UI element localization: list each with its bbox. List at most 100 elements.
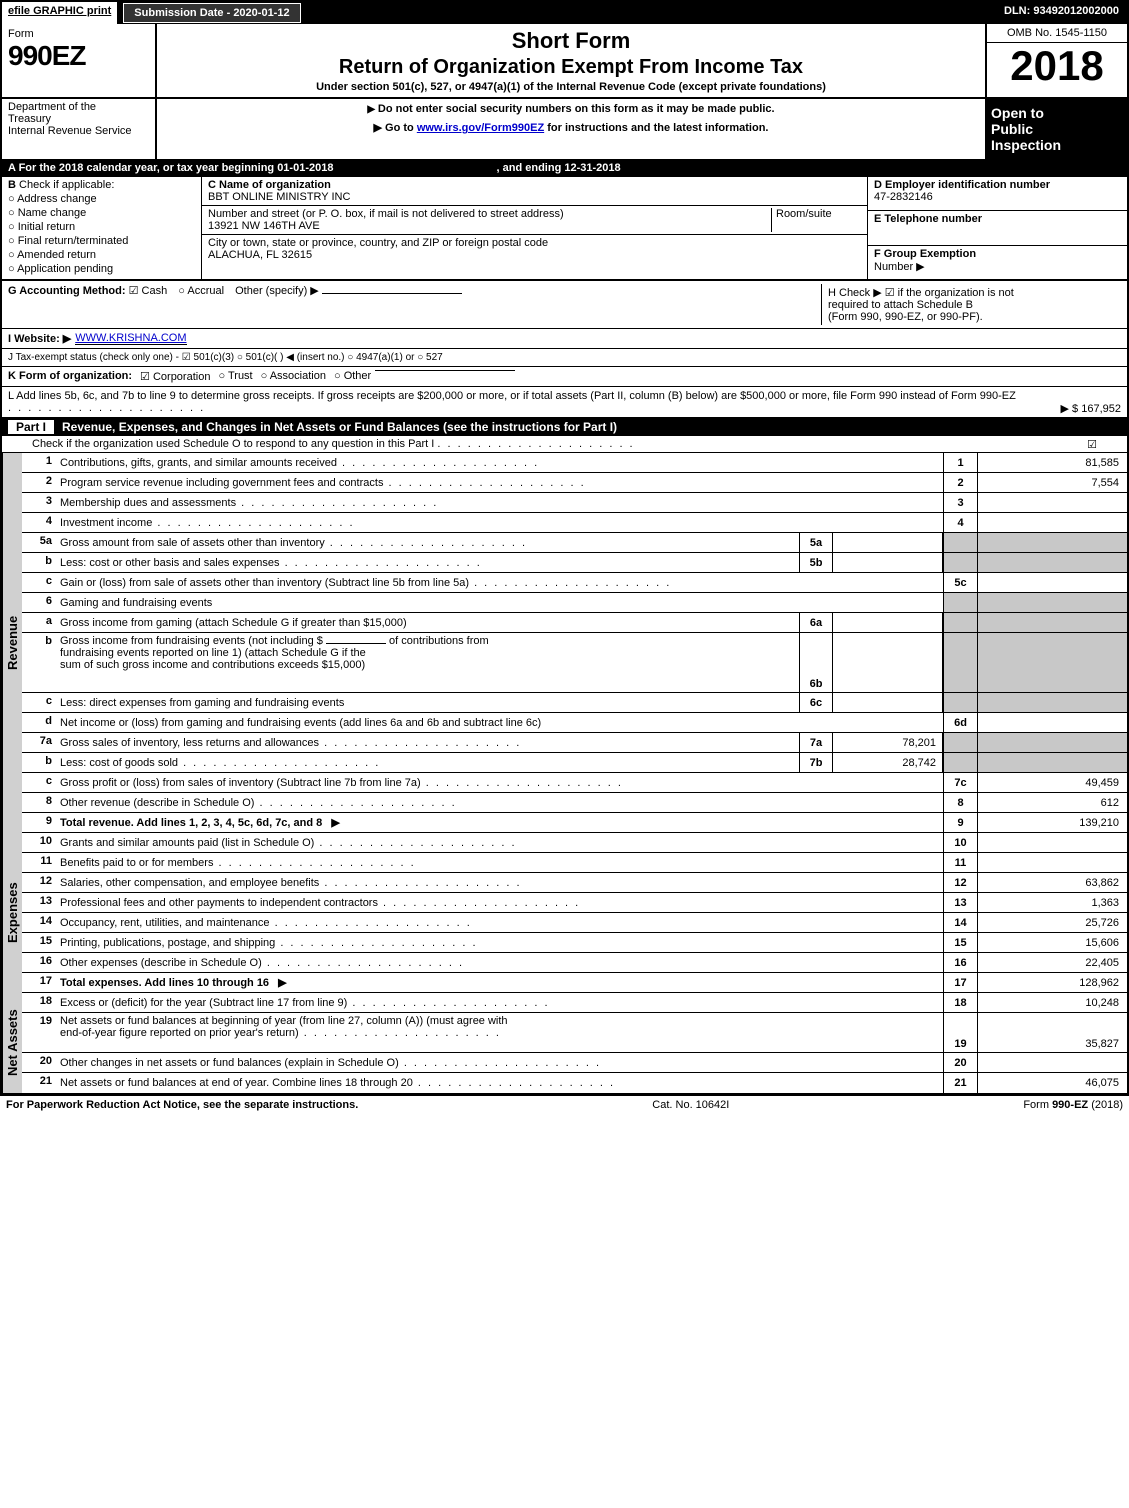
line-3-desc: Membership dues and assessments — [60, 497, 438, 509]
form-number: 990EZ — [8, 40, 149, 72]
line-1-amt: 81,585 — [977, 453, 1127, 472]
line-7a-num: 7a — [22, 733, 56, 752]
line-21: 21 Net assets or fund balances at end of… — [22, 1073, 1127, 1093]
part-1-title: Revenue, Expenses, and Changes in Net As… — [62, 420, 617, 434]
line-11-amt-label: 11 — [943, 853, 977, 872]
line-6-amt-label-shade — [943, 593, 977, 612]
form-revision: Form 990-EZ (2018) — [1023, 1099, 1123, 1111]
short-form-title: Short Form — [165, 28, 977, 54]
line-6b: b Gross income from fundraising events (… — [22, 633, 1127, 693]
line-21-num: 21 — [22, 1073, 56, 1093]
line-14-num: 14 — [22, 913, 56, 932]
line-6b-desc-2: of contributions from — [389, 635, 489, 647]
org-name-label: C Name of organization — [208, 179, 331, 191]
line-3-amt-label: 3 — [943, 493, 977, 512]
line-12-desc: Salaries, other compensation, and employ… — [60, 877, 522, 889]
org-trust-checkbox[interactable]: Trust — [218, 370, 252, 382]
website-link[interactable]: WWW.KRISHNA.COM — [75, 332, 186, 345]
tax-year: 2018 — [987, 43, 1127, 89]
line-7b-subval: 28,742 — [833, 753, 943, 772]
line-1-num: 1 — [22, 453, 56, 472]
dln-label: DLN: 93492012002000 — [996, 2, 1127, 24]
line-16-amt-label: 16 — [943, 953, 977, 972]
line-6c-subval — [833, 693, 943, 712]
line-13-num: 13 — [22, 893, 56, 912]
period-begin-text: A For the 2018 calendar year, or tax yea… — [8, 162, 333, 174]
gross-receipts-prefix: ▶ $ — [1061, 403, 1079, 415]
line-1-desc: Contributions, gifts, grants, and simila… — [60, 457, 539, 469]
line-2-desc: Program service revenue including govern… — [60, 477, 586, 489]
line-7a: 7a Gross sales of inventory, less return… — [22, 733, 1127, 753]
org-association-checkbox[interactable]: Association — [261, 370, 326, 382]
return-title: Return of Organization Exempt From Incom… — [165, 56, 977, 79]
line-15-amt-label: 15 — [943, 933, 977, 952]
section-b-letter: B — [8, 179, 16, 191]
line-5a: 5a Gross amount from sale of assets othe… — [22, 533, 1127, 553]
line-5a-amt-label-shade — [943, 533, 977, 552]
org-other-checkbox[interactable]: Other — [334, 370, 371, 382]
line-21-amt: 46,075 — [977, 1073, 1127, 1093]
line-7c: c Gross profit or (loss) from sales of i… — [22, 773, 1127, 793]
line-19-amt-label: 19 — [943, 1013, 977, 1052]
application-pending-checkbox[interactable]: Application pending — [8, 263, 195, 275]
line-14: 14 Occupancy, rent, utilities, and maint… — [22, 913, 1127, 933]
line-5b-num: b — [22, 553, 56, 572]
amended-return-checkbox[interactable]: Amended return — [8, 249, 195, 261]
dept-center: Do not enter social security numbers on … — [157, 99, 985, 159]
part-1-subtext: Check if the organization used Schedule … — [2, 436, 1127, 453]
gross-receipts-text: L Add lines 5b, 6c, and 7b to line 9 to … — [8, 390, 1016, 402]
efile-print-link[interactable]: efile GRAPHIC print — [2, 2, 119, 24]
org-other-input[interactable] — [375, 370, 515, 371]
schedule-o-checkbox[interactable]: ☑ — [1087, 438, 1097, 451]
tax-period-row: A For the 2018 calendar year, or tax yea… — [2, 160, 1127, 177]
row-l: L Add lines 5b, 6c, and 7b to line 9 to … — [2, 387, 1127, 418]
line-12-amt-label: 12 — [943, 873, 977, 892]
line-14-amt-label: 14 — [943, 913, 977, 932]
accounting-other-input[interactable] — [322, 293, 462, 294]
line-7a-amt-shade — [977, 733, 1127, 752]
name-change-checkbox[interactable]: Name change — [8, 207, 195, 219]
line-7c-amt-label: 7c — [943, 773, 977, 792]
line-6: 6 Gaming and fundraising events — [22, 593, 1127, 613]
top-bar-spacer — [305, 2, 996, 24]
line-10-amt — [977, 833, 1127, 852]
accounting-cash-checkbox[interactable]: Cash — [129, 285, 168, 297]
line-7c-amt: 49,459 — [977, 773, 1127, 792]
part-1-label: Part I — [8, 420, 54, 434]
line-9-desc: Total revenue. Add lines 1, 2, 3, 4, 5c,… — [60, 816, 342, 829]
schedule-o-check-text: Check if the organization used Schedule … — [32, 438, 434, 450]
line-6b-desc-4: sum of such gross income and contributio… — [60, 659, 365, 671]
header-left: Form 990EZ — [2, 24, 157, 97]
line-18-amt: 10,248 — [977, 993, 1127, 1012]
line-21-desc: Net assets or fund balances at end of ye… — [60, 1077, 615, 1089]
line-7b-num: b — [22, 753, 56, 772]
row-j: J Tax-exempt status (check only one) - ☑… — [2, 349, 1127, 367]
line-6-desc: Gaming and fundraising events — [60, 597, 212, 609]
line-7c-desc: Gross profit or (loss) from sales of inv… — [60, 777, 623, 789]
line-6a-amt-shade — [977, 613, 1127, 632]
line-6b-blank[interactable] — [326, 643, 386, 644]
line-17-amt-label: 17 — [943, 973, 977, 992]
irs-gov-link[interactable]: www.irs.gov/Form990EZ — [417, 122, 544, 134]
line-7b-amt-label-shade — [943, 753, 977, 772]
line-9: 9 Total revenue. Add lines 1, 2, 3, 4, 5… — [22, 813, 1127, 833]
line-6c-sublabel: 6c — [799, 693, 833, 712]
address-change-checkbox[interactable]: Address change — [8, 193, 195, 205]
final-return-checkbox[interactable]: Final return/terminated — [8, 235, 195, 247]
line-5b-amt-shade — [977, 553, 1127, 572]
phone-label: E Telephone number — [874, 213, 1121, 225]
line-5c: c Gain or (loss) from sale of assets oth… — [22, 573, 1127, 593]
dots-leader — [8, 402, 205, 414]
line-6c-desc: Less: direct expenses from gaming and fu… — [60, 697, 344, 709]
dept-left: Department of the Treasury Internal Reve… — [2, 99, 157, 159]
section-b-column: B Check if applicable: Address change Na… — [2, 177, 202, 279]
line-6c-amt-label-shade — [943, 693, 977, 712]
line-15-num: 15 — [22, 933, 56, 952]
street-value: 13921 NW 146TH AVE — [208, 220, 771, 232]
line-6c-num: c — [22, 693, 56, 712]
top-bar: efile GRAPHIC print Submission Date - 20… — [2, 2, 1127, 24]
goto-text: ▶ Go to www.irs.gov/Form990EZ for instru… — [161, 121, 981, 134]
initial-return-checkbox[interactable]: Initial return — [8, 221, 195, 233]
accounting-accrual-checkbox[interactable]: Accrual — [178, 285, 224, 297]
org-corporation-checkbox[interactable]: Corporation — [140, 370, 210, 383]
